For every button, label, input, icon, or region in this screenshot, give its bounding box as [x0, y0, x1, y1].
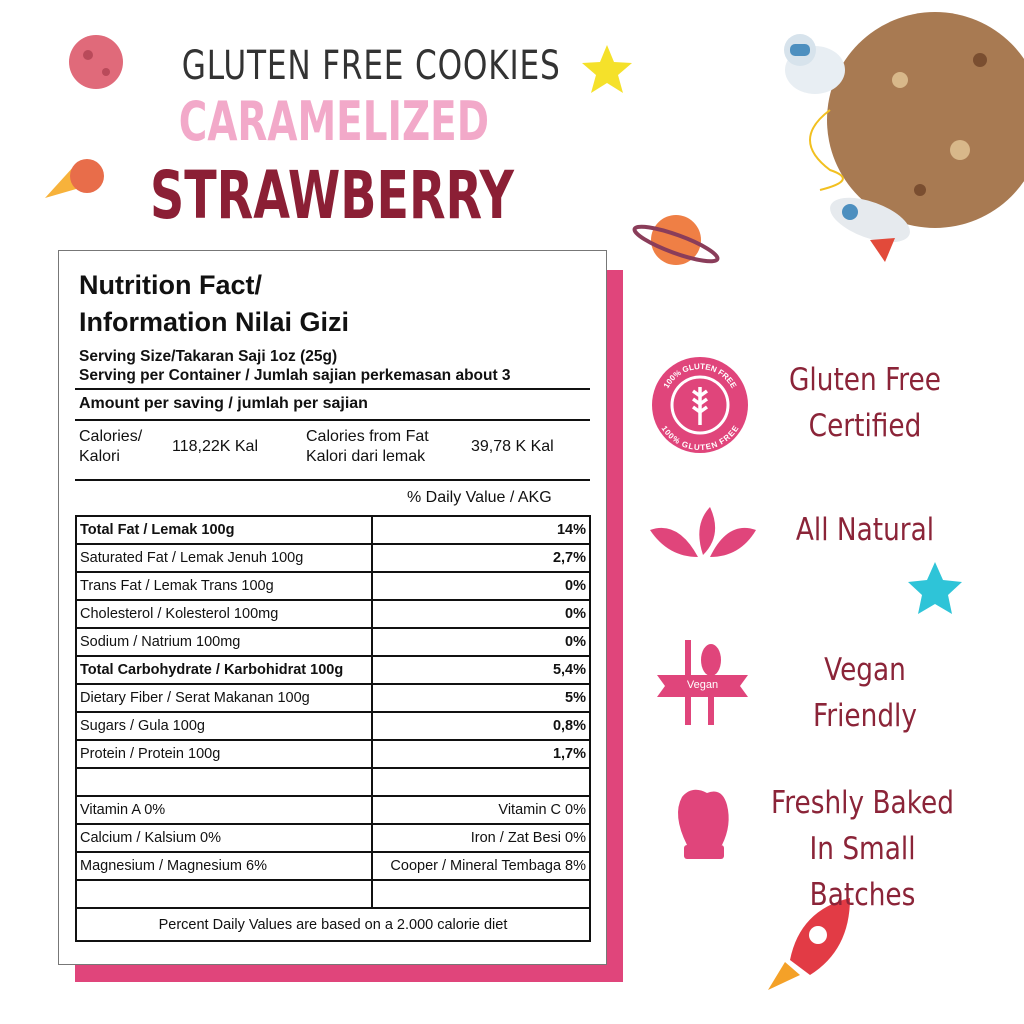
feature-freshly-baked: Freshly Baked In Small Batches — [771, 785, 954, 913]
feature-all-natural: All Natural — [795, 512, 935, 548]
divider — [75, 419, 590, 421]
nutrient-value: 0% — [371, 571, 591, 601]
table-row: Protein / Protein 100g 1,7% — [75, 739, 591, 769]
nutrient-value: 5,4% — [371, 655, 591, 685]
nutrient-value: 2,7% — [371, 543, 591, 573]
table-row: Total Fat / Lemak 100g 14% — [75, 515, 591, 545]
serving-info: Serving Size/Takaran Saji 1oz (25g) Servi… — [79, 348, 511, 384]
subtitle: GLUTEN FREE COOKIES — [181, 43, 561, 89]
nutrient-name: Dietary Fiber / Serat Makanan 100g — [75, 683, 373, 713]
nutrition-label: Nutrition Fact/Information Nilai Gizi Se… — [58, 250, 607, 965]
divider — [75, 388, 590, 390]
table-row: Total Carbohydrate / Karbohidrat 100g 5,4… — [75, 655, 591, 685]
table-footer: Percent Daily Values are based on a 2.00… — [75, 907, 591, 942]
table-row: Sugars / Gula 100g 0,8% — [75, 711, 591, 741]
table-row-empty — [75, 879, 591, 909]
nutrient-value: 0% — [371, 599, 591, 629]
nutrient-name: Saturated Fat / Lemak Jenuh 100g — [75, 543, 373, 573]
feature-vegan-friendly: Vegan Friendly — [813, 652, 917, 734]
oven-mitt-icon — [678, 789, 729, 859]
table-row: Saturated Fat / Lemak Jenuh 100g 2,7% — [75, 543, 591, 573]
nutrient-value: 14% — [371, 515, 591, 545]
nutrient-name: Protein / Protein 100g — [75, 739, 373, 769]
footnote: Percent Daily Values are based on a 2.00… — [75, 907, 591, 942]
vegan-badge-text: Vegan — [686, 679, 719, 691]
nutrient-value: 5% — [371, 683, 591, 713]
leaves-icon — [650, 507, 756, 557]
nutrient-name: Sodium / Natrium 100mg — [75, 627, 373, 657]
nutrient-value: 0,8% — [371, 711, 591, 741]
nutrient-value: 0% — [371, 627, 591, 657]
flavor-line2: STRAWBERRY — [150, 157, 514, 234]
nutrient-name: Total Carbohydrate / Karbohidrat 100g — [75, 655, 373, 685]
table-row: Dietary Fiber / Serat Makanan 100g 5% — [75, 683, 591, 713]
amount-per-serving: Amount per saving / jumlah per sajian — [79, 395, 368, 412]
feature-gluten-free: Gluten Free Certified — [789, 362, 941, 444]
mineral-right: Cooper / Mineral Tembaga 8% — [371, 851, 591, 881]
rocket-red-icon — [768, 898, 850, 990]
divider — [75, 479, 590, 481]
table-row: Calcium / Kalsium 0% Iron / Zat Besi 0% — [75, 823, 591, 853]
rocket-icon — [830, 197, 910, 262]
star-icon — [582, 45, 632, 93]
cookie-image — [827, 12, 1024, 228]
mineral-right: Vitamin C 0% — [371, 795, 591, 825]
planet-icon — [69, 35, 123, 89]
mineral-left: Vitamin A 0% — [75, 795, 373, 825]
mineral-left: Magnesium / Magnesium 6% — [75, 851, 373, 881]
gluten-free-badge-icon: 100% GLUTEN FREE 100% GLUTEN FREE — [652, 357, 748, 453]
flavor-line1: CARAMELIZED — [178, 90, 489, 153]
star-blue-icon — [908, 562, 962, 614]
table-row: Cholesterol / Kolesterol 100mg 0% — [75, 599, 591, 629]
daily-value-header: % Daily Value / AKG — [407, 489, 552, 506]
label-title: Nutrition Fact/Information Nilai Gizi — [79, 270, 350, 337]
table-row: Sodium / Natrium 100mg 0% — [75, 627, 591, 657]
table-row: Trans Fat / Lemak Trans 100g 0% — [75, 571, 591, 601]
mineral-left: Calcium / Kalsium 0% — [75, 823, 373, 853]
calories-label: Calories/Kalori — [79, 428, 143, 465]
fat-calories-label: Calories from Fat Kalori dari lemak — [306, 428, 429, 465]
nutrient-name: Trans Fat / Lemak Trans 100g — [75, 571, 373, 601]
saturn-icon — [632, 215, 720, 265]
nutrient-table: Total Fat / Lemak 100g 14% Saturated Fat /… — [75, 515, 591, 942]
table-row-empty — [75, 767, 591, 797]
nutrient-name: Total Fat / Lemak 100g — [75, 515, 373, 545]
astronaut-icon — [784, 34, 845, 191]
table-row: Magnesium / Magnesium 6% Cooper / Mineral… — [75, 851, 591, 881]
fat-calories-value: 39,78 K Kal — [471, 438, 554, 455]
table-row: Vitamin A 0% Vitamin C 0% — [75, 795, 591, 825]
nutrient-value: 1,7% — [371, 739, 591, 769]
calories-value: 118,22K Kal — [172, 438, 258, 455]
nutrient-name: Cholesterol / Kolesterol 100mg — [75, 599, 373, 629]
nutrient-name: Sugars / Gula 100g — [75, 711, 373, 741]
vegan-fork-knife-icon: Vegan — [655, 620, 750, 730]
meteor-icon — [45, 159, 104, 198]
mineral-right: Iron / Zat Besi 0% — [371, 823, 591, 853]
